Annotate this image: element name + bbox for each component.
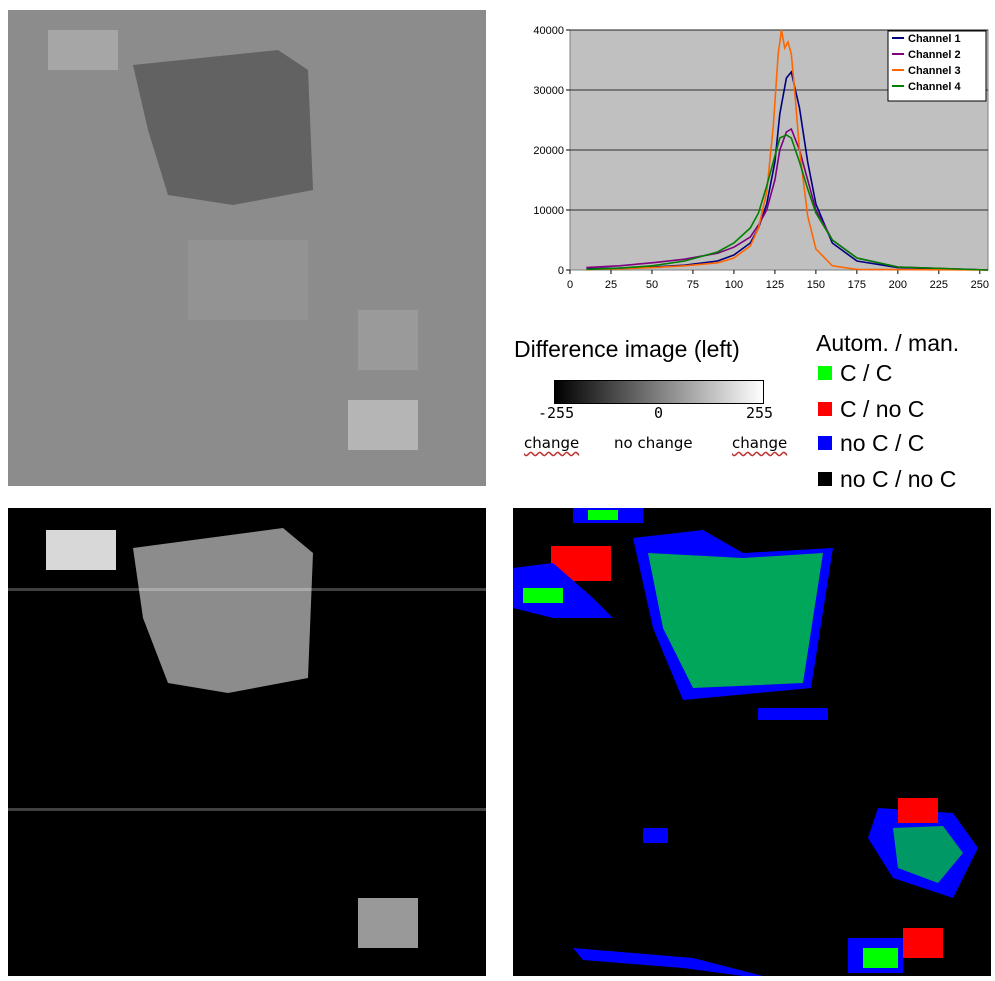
legend-label: no C / C (840, 429, 925, 456)
difference-colorbar: Difference image (left) -255 0 255 chang… (512, 330, 812, 480)
binary-change-image (8, 508, 486, 976)
y-tick-label: 10000 (533, 205, 564, 217)
colorbar-tick-mid: 0 (654, 404, 664, 422)
legend-label-1: Channel 1 (908, 33, 961, 45)
classification-legend-title: Autom. / man. (816, 330, 960, 356)
legend-swatch-green (818, 366, 832, 380)
legend-label: no C / no C (840, 465, 957, 492)
classification-legend: Autom. / man. C / C C / no C no C / C no… (812, 330, 994, 500)
legend-swatch-black (818, 472, 832, 486)
colorbar-title: Difference image (left) (514, 336, 740, 362)
x-tick-label: 0 (567, 279, 573, 291)
colorbar-tick-max: 255 (746, 404, 774, 422)
x-tick-label: 200 (889, 279, 907, 291)
histogram-svg: 0 10000 20000 30000 40000 0 25 50 75 100 125 150 175… (533, 25, 989, 291)
colorbar-sublabel-right: change (732, 434, 788, 452)
colorbar-sublabel-left: change (524, 434, 580, 452)
x-tick-label: 100 (725, 279, 743, 291)
x-tick-label: 50 (646, 279, 658, 291)
y-tick-label: 0 (558, 265, 564, 277)
legend-label: C / C (840, 359, 893, 386)
legend-label-4: Channel 4 (908, 81, 961, 93)
y-tick-label: 30000 (533, 85, 564, 97)
classified-change-image (513, 508, 991, 976)
legend-swatch-blue (818, 436, 832, 450)
x-tick-label: 225 (930, 279, 948, 291)
x-tick-label: 175 (848, 279, 866, 291)
legend-item-noc-c: no C / C (818, 428, 924, 458)
x-tick-label: 25 (605, 279, 617, 291)
legend-item-cc: C / C (818, 358, 892, 388)
y-tick-label: 40000 (533, 25, 564, 37)
legend-label: C / no C (840, 395, 925, 422)
colorbar-gradient (554, 380, 764, 404)
legend-item-noc-noc: no C / no C (818, 464, 956, 494)
x-tick-label: 250 (971, 279, 989, 291)
y-tick-label: 20000 (533, 145, 564, 157)
x-tick-label: 150 (807, 279, 825, 291)
legend-box (887, 30, 987, 102)
legend-label-2: Channel 2 (908, 49, 961, 61)
binary-change-texture (8, 508, 486, 976)
colorbar-sublabel-mid: no change (614, 434, 693, 452)
x-tick-label: 75 (687, 279, 699, 291)
difference-image (8, 10, 486, 486)
histogram-chart: 0 10000 20000 30000 40000 0 25 50 75 100 125 150 175… (520, 18, 990, 300)
series-line-3 (586, 29, 989, 271)
legend-item-c-noc: C / no C (818, 394, 924, 424)
x-tick-label: 125 (766, 279, 784, 291)
colorbar-tick-min: -255 (538, 404, 575, 422)
legend-label-3: Channel 3 (908, 65, 961, 77)
classified-change-texture (513, 508, 991, 976)
series-line-4 (586, 134, 989, 271)
legend-swatch-red (818, 402, 832, 416)
difference-image-texture (8, 10, 486, 486)
